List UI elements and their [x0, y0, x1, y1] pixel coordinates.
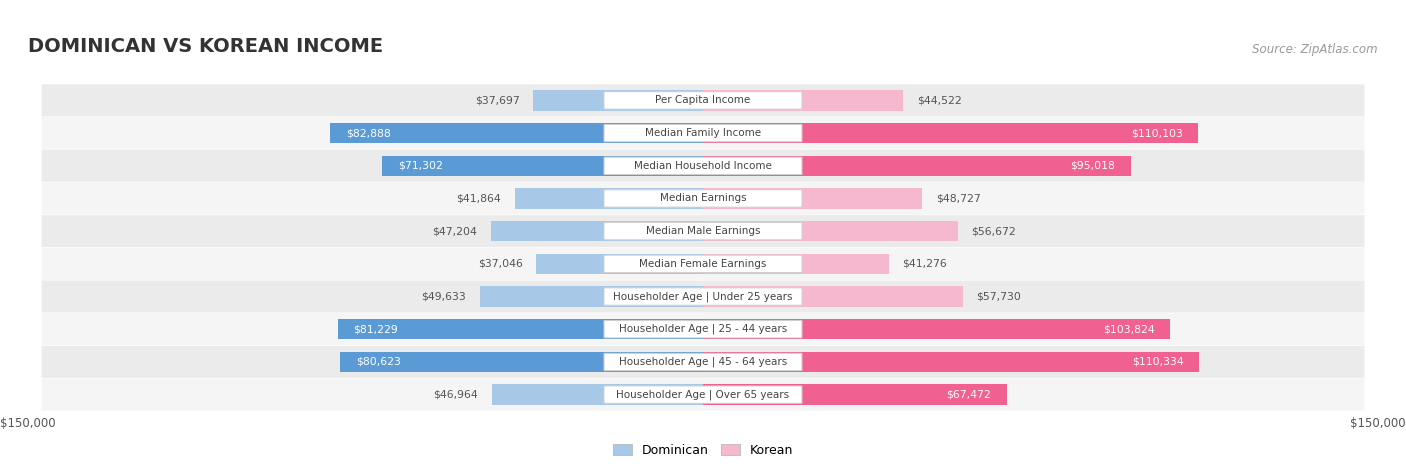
Text: $95,018: $95,018: [1070, 161, 1115, 171]
FancyBboxPatch shape: [42, 215, 1364, 247]
Bar: [703, 352, 1199, 372]
Text: $57,730: $57,730: [976, 291, 1021, 302]
Bar: [536, 254, 703, 274]
Bar: [330, 123, 703, 143]
Legend: Dominican, Korean: Dominican, Korean: [613, 444, 793, 457]
Bar: [703, 286, 963, 307]
Text: Per Capita Income: Per Capita Income: [655, 95, 751, 106]
Bar: [533, 90, 703, 111]
Bar: [340, 352, 703, 372]
Text: DOMINICAN VS KOREAN INCOME: DOMINICAN VS KOREAN INCOME: [28, 37, 384, 57]
FancyBboxPatch shape: [42, 183, 1364, 214]
Text: Householder Age | Under 25 years: Householder Age | Under 25 years: [613, 291, 793, 302]
FancyBboxPatch shape: [605, 92, 801, 109]
Text: Householder Age | Over 65 years: Householder Age | Over 65 years: [616, 389, 790, 400]
Bar: [703, 188, 922, 209]
Text: $110,103: $110,103: [1130, 128, 1182, 138]
FancyBboxPatch shape: [605, 386, 801, 403]
FancyBboxPatch shape: [605, 190, 801, 207]
Text: Householder Age | 25 - 44 years: Householder Age | 25 - 44 years: [619, 324, 787, 334]
Text: $103,824: $103,824: [1102, 324, 1154, 334]
Bar: [515, 188, 703, 209]
Text: $48,727: $48,727: [936, 193, 980, 204]
Bar: [703, 221, 957, 241]
FancyBboxPatch shape: [42, 313, 1364, 345]
FancyBboxPatch shape: [42, 346, 1364, 378]
Bar: [492, 384, 703, 405]
Text: Median Household Income: Median Household Income: [634, 161, 772, 171]
FancyBboxPatch shape: [42, 150, 1364, 182]
FancyBboxPatch shape: [42, 248, 1364, 280]
Bar: [703, 90, 903, 111]
Text: $44,522: $44,522: [917, 95, 962, 106]
Text: Median Earnings: Median Earnings: [659, 193, 747, 204]
Bar: [479, 286, 703, 307]
Bar: [382, 156, 703, 176]
Bar: [703, 384, 1007, 405]
FancyBboxPatch shape: [42, 117, 1364, 149]
FancyBboxPatch shape: [605, 353, 801, 371]
Bar: [491, 221, 703, 241]
Text: $56,672: $56,672: [972, 226, 1017, 236]
Text: $80,623: $80,623: [356, 357, 401, 367]
Bar: [703, 319, 1170, 340]
Bar: [703, 123, 1198, 143]
FancyBboxPatch shape: [605, 222, 801, 240]
Bar: [703, 156, 1130, 176]
FancyBboxPatch shape: [42, 379, 1364, 410]
Bar: [703, 254, 889, 274]
Text: $110,334: $110,334: [1132, 357, 1184, 367]
FancyBboxPatch shape: [42, 281, 1364, 312]
FancyBboxPatch shape: [605, 288, 801, 305]
Text: $46,964: $46,964: [433, 389, 478, 400]
Text: $41,276: $41,276: [903, 259, 948, 269]
Text: $67,472: $67,472: [946, 389, 991, 400]
Text: Median Male Earnings: Median Male Earnings: [645, 226, 761, 236]
Text: Householder Age | 45 - 64 years: Householder Age | 45 - 64 years: [619, 357, 787, 367]
Text: $47,204: $47,204: [432, 226, 477, 236]
Bar: [337, 319, 703, 340]
Text: $71,302: $71,302: [398, 161, 443, 171]
Text: Median Family Income: Median Family Income: [645, 128, 761, 138]
Text: $49,633: $49,633: [422, 291, 467, 302]
Text: $81,229: $81,229: [353, 324, 398, 334]
FancyBboxPatch shape: [605, 157, 801, 175]
FancyBboxPatch shape: [42, 85, 1364, 116]
FancyBboxPatch shape: [605, 124, 801, 142]
Text: Source: ZipAtlas.com: Source: ZipAtlas.com: [1253, 43, 1378, 57]
FancyBboxPatch shape: [605, 255, 801, 273]
Text: $37,046: $37,046: [478, 259, 523, 269]
Text: $41,864: $41,864: [457, 193, 501, 204]
Text: Median Female Earnings: Median Female Earnings: [640, 259, 766, 269]
Text: $82,888: $82,888: [346, 128, 391, 138]
FancyBboxPatch shape: [605, 320, 801, 338]
Text: $37,697: $37,697: [475, 95, 520, 106]
